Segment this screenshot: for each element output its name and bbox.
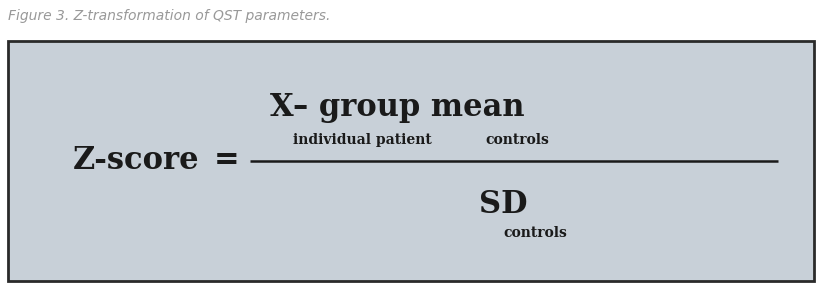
FancyBboxPatch shape [8, 41, 814, 281]
Text: Figure 3. Z-transformation of QST parameters.: Figure 3. Z-transformation of QST parame… [8, 9, 330, 23]
Text: SD: SD [479, 189, 528, 220]
Text: controls: controls [485, 133, 549, 147]
Text: controls: controls [504, 226, 567, 240]
Text: – group mean: – group mean [293, 93, 525, 124]
Text: Z-score: Z-score [72, 146, 199, 176]
Text: individual patient: individual patient [293, 133, 432, 147]
Text: X: X [270, 93, 293, 124]
Text: =: = [214, 146, 239, 176]
